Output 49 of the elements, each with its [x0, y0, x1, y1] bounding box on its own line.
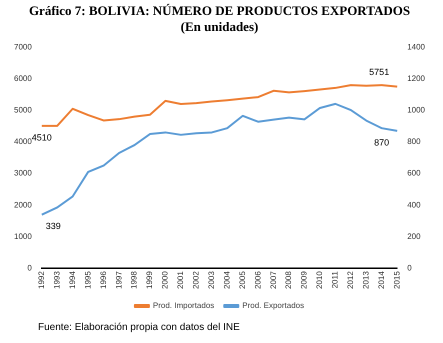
- legend-label: Prod. Exportados: [242, 301, 304, 310]
- x-tick-label: 1999: [145, 270, 154, 289]
- x-tick-label: 1997: [114, 270, 124, 289]
- y2-tick-label: 400: [407, 200, 422, 210]
- x-tick-label: 2008: [284, 270, 294, 289]
- y-tick-label: 0: [27, 263, 32, 272]
- x-tick-label: 2003: [206, 270, 216, 289]
- source-note: Fuente: Elaboración propia con datos del INE: [37, 322, 241, 333]
- x-tick-label: 2011: [330, 270, 340, 288]
- data-label: 339: [46, 221, 61, 232]
- y2-tick-label: 1000: [407, 106, 426, 115]
- x-tick-label: 2000: [160, 270, 170, 289]
- x-tick-label: 2002: [192, 270, 201, 289]
- y-tick-label: 7000: [14, 42, 32, 52]
- y2-tick-label: 600: [407, 168, 422, 178]
- y2-tick-label: 1200: [407, 74, 426, 83]
- x-tick-label: 2015: [392, 270, 402, 289]
- y2-tick-label: 1400: [407, 42, 426, 52]
- x-tick-label: 2007: [268, 270, 278, 289]
- y-tick-label: 5000: [14, 106, 32, 115]
- x-tick-label: 1995: [83, 270, 92, 289]
- y2-tick-label: 800: [407, 137, 422, 146]
- y-tick-label: 4000: [14, 137, 32, 146]
- x-tick-label: 2006: [253, 270, 262, 289]
- x-tick-label: 2005: [238, 270, 247, 289]
- data-label: 4510: [32, 132, 52, 142]
- x-tick-label: 2009: [300, 270, 309, 289]
- x-tick-label: 2014: [376, 270, 386, 289]
- y2-tick-label: 0: [407, 263, 412, 272]
- x-tick-label: 1992: [37, 270, 46, 289]
- y-tick-label: 3000: [14, 168, 32, 178]
- y-tick-label: 2000: [14, 200, 32, 210]
- x-tick-label: 2004: [222, 270, 232, 289]
- chart-title: Gráfico 7: BOLIVIA: NÚMERO DE PRODUCTOS EXPORTADOS: [28, 3, 410, 18]
- x-tick-label: 2001: [176, 270, 186, 289]
- y-tick-label: 6000: [14, 74, 32, 83]
- x-tick-label: 1994: [68, 270, 77, 289]
- x-tick-label: 2010: [315, 270, 324, 289]
- data-label: 870: [374, 137, 390, 148]
- x-tick-label: 2013: [362, 270, 370, 289]
- x-tick-label: 2012: [346, 270, 356, 289]
- chart-subtitle: (En unidades): [180, 18, 258, 34]
- data-label: 5751: [369, 67, 390, 78]
- x-tick-label: 1998: [130, 270, 139, 289]
- legend-label: Prod. Importados: [152, 301, 214, 310]
- x-tick-label: 1993: [52, 270, 62, 289]
- x-tick-label: 1996: [98, 270, 108, 289]
- y-tick-label: 1000: [14, 232, 32, 241]
- y2-tick-label: 200: [407, 232, 422, 241]
